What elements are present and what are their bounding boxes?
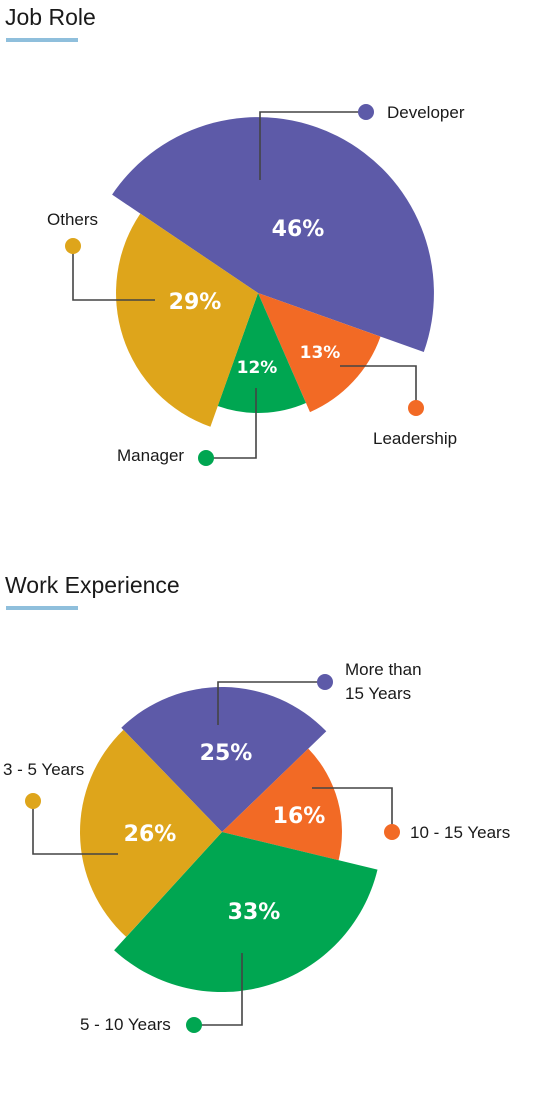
pie-slice-more-than-15-years [121, 687, 327, 832]
leadership-leader-line [340, 365, 417, 408]
work-experience-title-underline [6, 606, 78, 610]
5-10-years-legend-label: 5 - 10 Years [80, 1015, 171, 1034]
5-10-years-leader-line [194, 953, 243, 1026]
others-leader-line [72, 246, 155, 301]
more-than-15-years-legend-label-line-1: More than [345, 660, 422, 679]
manager-leader-line [206, 388, 257, 459]
job-role-pie-chart: Developer Leadership Manager Others 46% … [47, 103, 465, 466]
manager-legend-dot [198, 450, 214, 466]
work-experience-title: Work Experience [5, 572, 180, 598]
pie-slice-leadership [258, 293, 381, 413]
job-role-title: Job Role [5, 4, 96, 30]
10-15-years-leader-line [312, 787, 393, 832]
5-10-years-legend-dot [186, 1017, 202, 1033]
3-5-years-legend-label: 3 - 5 Years [3, 760, 84, 779]
manager-legend-label: Manager [117, 446, 184, 465]
job-role-title-underline [6, 38, 78, 42]
more-than-15-years-legend-label-line-2: 15 Years [345, 684, 411, 703]
3-5-years-leader-line [32, 801, 118, 855]
3-5-years-legend-dot [25, 793, 41, 809]
others-legend-label: Others [47, 210, 98, 229]
10-15-years-legend-label: 10 - 15 Years [410, 823, 510, 842]
3-5-years-percent-label: 26% [124, 822, 177, 847]
developer-percent-label: 46% [272, 217, 325, 242]
leadership-legend-dot [408, 400, 424, 416]
developer-legend-label: Developer [387, 103, 465, 122]
leadership-percent-label: 13% [300, 343, 341, 363]
pie-slice-5-10-years [114, 832, 378, 993]
developer-leader-line [259, 111, 366, 180]
10-15-years-percent-label: 16% [273, 804, 326, 829]
developer-legend-dot [358, 104, 374, 120]
others-legend-dot [65, 238, 81, 254]
pie-slice-manager [217, 293, 306, 413]
pie-slice-others [116, 213, 258, 427]
pie-slice-10-15-years [222, 748, 342, 861]
5-10-years-percent-label: 33% [228, 900, 281, 925]
manager-percent-label: 12% [237, 358, 278, 378]
others-percent-label: 29% [169, 290, 222, 315]
more-than-15-years-legend-dot [317, 674, 333, 690]
leadership-legend-label: Leadership [373, 429, 457, 448]
10-15-years-legend-dot [384, 824, 400, 840]
pie-slice-3-5-years [80, 729, 223, 937]
more-than-15-years-leader-line [217, 681, 325, 725]
pie-slice-developer [112, 117, 434, 352]
more-than-15-years-percent-label: 25% [200, 741, 253, 766]
